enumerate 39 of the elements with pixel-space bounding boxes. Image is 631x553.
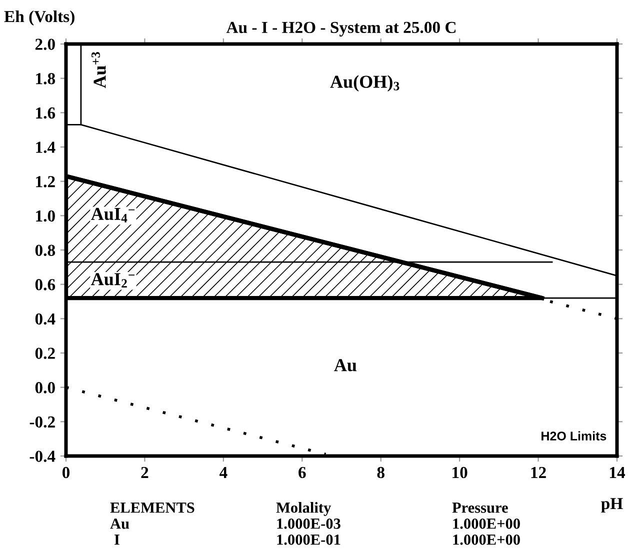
y-tick-label: 0.4 [35, 313, 56, 325]
annotation: AuI$_{4}$$^{−}$ [91, 208, 135, 222]
x-tick-label: 12 [531, 466, 546, 478]
x-tick-label: 4 [219, 467, 228, 478]
y-tick-label: 0.2 [35, 348, 55, 360]
text: 1.000E+00 [453, 518, 520, 529]
text: Pressure [452, 502, 508, 513]
annotation: Au [334, 359, 356, 372]
x-axis-title: pH [601, 498, 623, 513]
y-tick-label: 2.0 [35, 38, 55, 50]
text: 1.000E-01 [277, 534, 340, 545]
annotation: AuI$_{2}$$^{−}$ [91, 273, 135, 288]
annotation: H2O Limits [542, 431, 606, 440]
x-tick-label: 14 [610, 466, 626, 478]
y-tick-label: 0.6 [35, 279, 56, 290]
x-tick-label: 2 [141, 466, 148, 478]
y-tick-label: 1.2 [36, 176, 55, 188]
chart-title: Au - I - H2O - System at 25.00 C [226, 22, 456, 36]
y-tick-label: 0.0 [35, 382, 55, 394]
text: Au [110, 518, 130, 529]
y-tick-label: 1.4 [36, 142, 56, 154]
y-tick-label: 1.8 [36, 73, 56, 84]
y-tick-label: 0.8 [35, 244, 56, 256]
y-tick-label: -0.2 [30, 416, 55, 428]
y-tick-label: 1.6 [36, 107, 56, 119]
text: Molality [276, 502, 332, 516]
x-tick-label: 10 [452, 466, 468, 478]
text: 1.000E+00 [453, 534, 520, 545]
text: I [114, 534, 120, 545]
text: 1.000E-03 [277, 518, 340, 529]
x-tick-label: 6 [298, 466, 306, 478]
x-tick-label: 0 [62, 466, 70, 478]
annotation: Au(OH)$_{3}$ [330, 75, 400, 92]
y-tick-label: -0.4 [30, 450, 56, 462]
text: ELEMENTS [110, 502, 194, 513]
annotation: Au$^{+3}$ [92, 52, 106, 88]
y-axis-title: Eh (Volts) [4, 10, 74, 26]
x-tick-label: 8 [377, 466, 384, 478]
y-tick-label: 1.0 [36, 210, 55, 222]
